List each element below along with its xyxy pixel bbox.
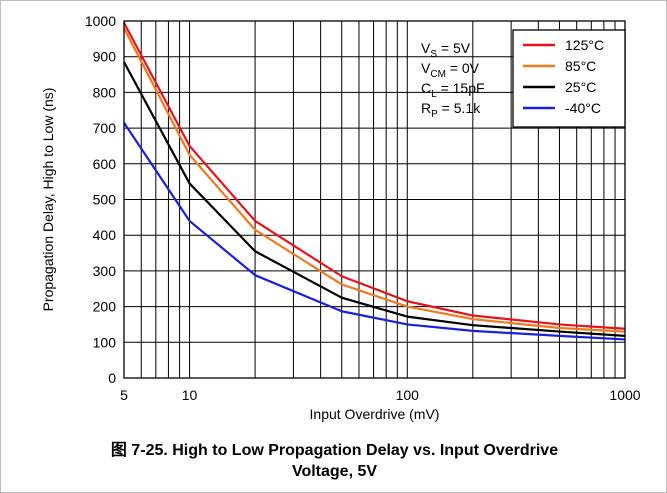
plot-border <box>123 20 626 379</box>
condition-text: CL = 15pF <box>421 80 485 100</box>
x-tick-label: 100 <box>396 387 420 403</box>
x-tick-label: 10 <box>182 387 198 403</box>
y-tick-label: 100 <box>93 334 117 350</box>
x-tick-label: 5 <box>120 387 128 403</box>
y-axis-label: Propagation Delay, High to Low (ns) <box>40 88 56 312</box>
series-line-2 <box>123 61 626 337</box>
y-tick-label: 1000 <box>85 13 116 29</box>
y-tick-label: 500 <box>93 192 117 208</box>
x-tick-label: 1000 <box>609 387 640 403</box>
legend-label: -40°C <box>565 100 601 116</box>
condition-text: RP = 5.1k <box>421 100 481 120</box>
y-tick-label: 200 <box>93 299 117 315</box>
legend: 125°C 85°C 25°C -40°C <box>512 29 626 128</box>
figure-caption: 图 7-25. High to Low Propagation Delay vs… <box>1 440 667 482</box>
x-axis-label: Input Overdrive (mV) <box>310 406 440 422</box>
propagation-delay-chart: 0 100 200 300 400 500 600 700 800 900 1000 5 10 100 10… <box>40 13 641 422</box>
legend-label: 85°C <box>565 58 596 74</box>
series-line-0 <box>123 22 626 330</box>
y-tick-label: 600 <box>93 156 117 172</box>
y-tick-label: 0 <box>108 370 116 386</box>
legend-label: 25°C <box>565 79 596 95</box>
series-line-3 <box>123 122 626 341</box>
condition-text: VS = 5V <box>421 40 471 60</box>
series-line-1 <box>123 27 626 333</box>
caption-line-2: Voltage, 5V <box>291 463 378 480</box>
caption-line-1: 图 7-25. High to Low Propagation Delay vs… <box>110 442 559 459</box>
y-tick-label: 900 <box>93 49 117 65</box>
y-tick-label: 400 <box>93 227 117 243</box>
y-tick-label: 300 <box>93 263 117 279</box>
condition-text: VCM = 0V <box>421 60 480 80</box>
y-tick-label: 800 <box>93 84 117 100</box>
legend-label: 125°C <box>565 37 604 53</box>
y-tick-label: 700 <box>93 120 117 136</box>
